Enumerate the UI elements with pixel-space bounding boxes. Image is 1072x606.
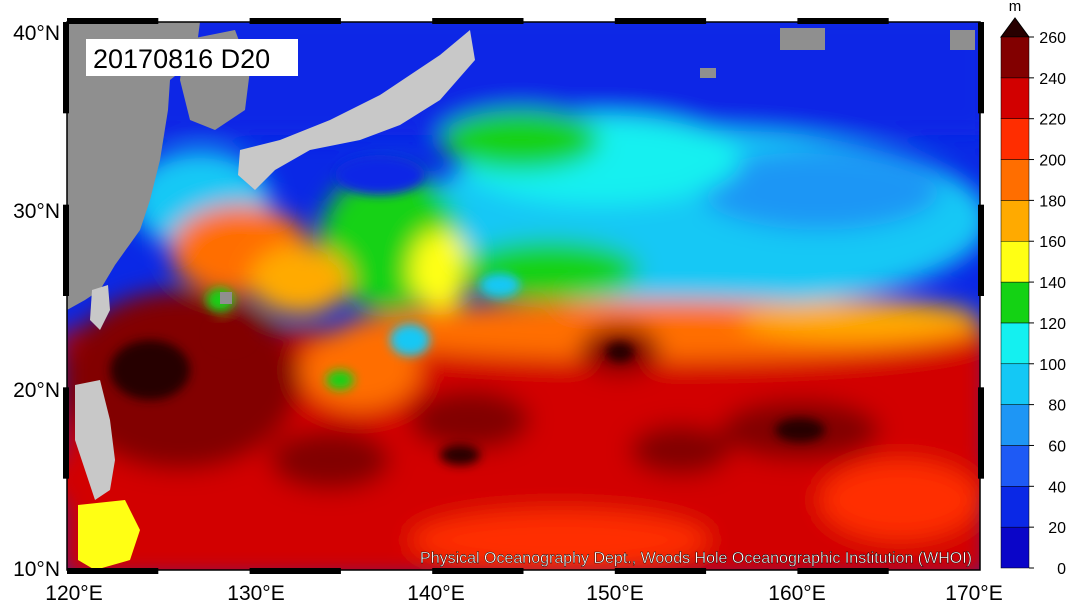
frame-lat-band bbox=[978, 22, 984, 114]
colorbar-cell bbox=[1000, 322, 1030, 365]
lon-label-120e: 120°E bbox=[45, 582, 102, 605]
colorbar-cell bbox=[1000, 77, 1030, 119]
frame-lat-band bbox=[63, 387, 69, 479]
frame-lon-band bbox=[249, 568, 341, 574]
lon-label-170e: 170°E bbox=[945, 582, 1002, 605]
colorbar-unit: m bbox=[1009, 0, 1022, 15]
frame-lat-band bbox=[63, 22, 69, 114]
map-panel bbox=[63, 18, 984, 574]
frame-lon-band bbox=[797, 18, 889, 24]
date-label-box bbox=[86, 39, 298, 76]
colorbar-cell bbox=[1000, 363, 1030, 405]
date-label: 20170816 D20 bbox=[86, 39, 298, 76]
credit-text: Physical Oceanography Dept., Woods Hole … bbox=[420, 550, 972, 567]
colorbar-tick-label: 0 bbox=[1057, 561, 1066, 578]
colorbar-cells bbox=[1000, 36, 1030, 569]
colorbar-cell bbox=[1000, 240, 1030, 283]
colorbar-tick-label: 180 bbox=[1039, 193, 1066, 210]
land-taiwan bbox=[90, 285, 110, 330]
colorbar-top-arrow bbox=[1000, 17, 1030, 38]
lat-label-30n: 30°N bbox=[13, 200, 60, 223]
land-island-north bbox=[700, 68, 716, 78]
date-label-text: 20170816 D20 bbox=[93, 44, 270, 74]
colorbar-cell bbox=[1000, 404, 1030, 446]
colorbar-tick-label: 80 bbox=[1048, 398, 1066, 415]
depth-field bbox=[67, 22, 980, 570]
colorbar-cell bbox=[1000, 159, 1030, 201]
frame-lat-band bbox=[63, 204, 69, 296]
frame-lon-band bbox=[67, 568, 159, 574]
colorbar-tick-label: 100 bbox=[1039, 357, 1066, 374]
colorbar-cell bbox=[1000, 445, 1030, 487]
colorbar-tick-label: 240 bbox=[1039, 71, 1066, 88]
frame-lon-band bbox=[432, 18, 524, 24]
frame-lon-band bbox=[797, 568, 889, 574]
colorbar-cell bbox=[1000, 526, 1030, 569]
colorbar-tick-label: 140 bbox=[1039, 275, 1066, 292]
land-philippines bbox=[75, 380, 115, 500]
colorbar-tick-label: 40 bbox=[1048, 479, 1066, 496]
colorbar-tick-label: 160 bbox=[1039, 234, 1066, 251]
frame-lon-band bbox=[67, 18, 159, 24]
colorbar-ticks: 0 20 40 60 80 100 120 140 160 180 200 220 240 260 bbox=[1029, 30, 1066, 578]
land-philippines-south bbox=[78, 500, 140, 570]
land-island-okinotori bbox=[220, 292, 232, 304]
frame-lon-band bbox=[614, 568, 707, 574]
lon-label-160e: 160°E bbox=[768, 582, 825, 605]
colorbar-tick-label: 60 bbox=[1048, 438, 1066, 455]
colorbar-cell bbox=[1000, 486, 1030, 528]
land-japan bbox=[238, 30, 475, 190]
frame-ticks bbox=[63, 18, 984, 574]
colorbar-tick-label: 260 bbox=[1039, 30, 1066, 47]
land-kamchatka-edge bbox=[780, 28, 825, 50]
colorbar-cell bbox=[1000, 281, 1030, 324]
colorbar-tick-label: 120 bbox=[1039, 316, 1066, 333]
lon-label-130e: 130°E bbox=[227, 582, 284, 605]
lat-label-20n: 20°N bbox=[13, 379, 60, 402]
colorbar-tick-label: 220 bbox=[1039, 112, 1066, 129]
frame-lon-band bbox=[614, 18, 707, 24]
colorbar: m 0 20 40 60 80 100 120 140 160 180 200 220 240 260 bbox=[1000, 0, 1066, 578]
longitude-labels: 120°E 130°E 140°E 150°E 160°E 170°E bbox=[45, 582, 1002, 605]
frame-lon-band bbox=[432, 568, 524, 574]
latitude-labels: 40°N 30°N 20°N 10°N bbox=[13, 22, 60, 581]
land-northeast-edge bbox=[950, 30, 975, 50]
colorbar-cell bbox=[1000, 36, 1030, 79]
lon-label-140e: 140°E bbox=[407, 582, 464, 605]
frame-lat-band bbox=[978, 387, 984, 479]
lon-label-150e: 150°E bbox=[586, 582, 643, 605]
colorbar-cell bbox=[1000, 118, 1030, 160]
land-asia-mainland bbox=[67, 22, 200, 310]
colorbar-cell bbox=[1000, 200, 1030, 242]
lat-label-40n: 40°N bbox=[13, 22, 60, 45]
colorbar-tick-label: 20 bbox=[1048, 520, 1066, 537]
lat-label-10n: 10°N bbox=[13, 558, 60, 581]
frame-lon-band bbox=[249, 18, 341, 24]
frame-lat-band bbox=[978, 204, 984, 296]
colorbar-tick-label: 200 bbox=[1039, 153, 1066, 170]
